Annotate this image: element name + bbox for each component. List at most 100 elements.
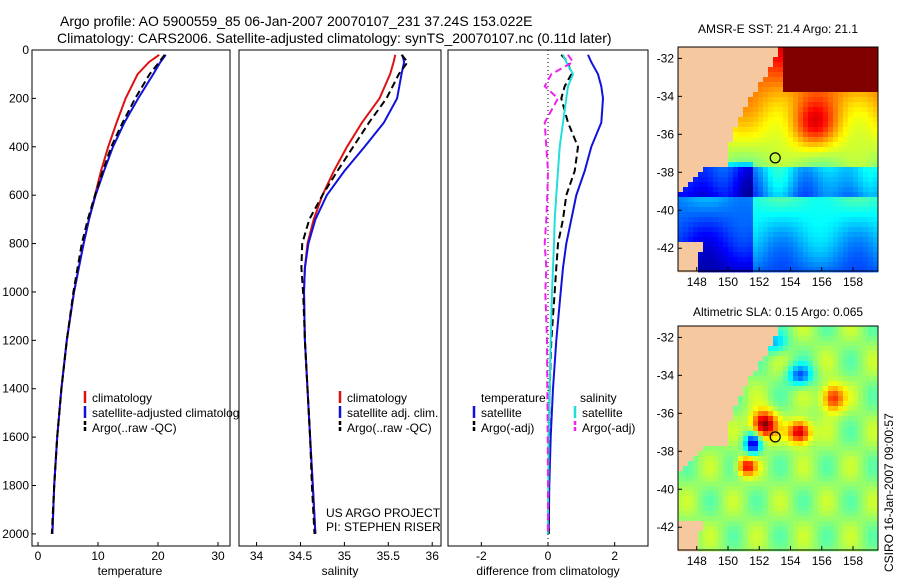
map-cell [753, 262, 759, 268]
map-cell [738, 336, 744, 342]
map-cell [823, 466, 829, 472]
map-cell [718, 366, 724, 372]
map-cell [693, 217, 699, 223]
map-cell [873, 77, 879, 83]
map-cell [813, 172, 819, 178]
map-cell [778, 147, 784, 153]
map-cell [773, 446, 779, 452]
map-cell [743, 257, 749, 263]
map-cell [768, 486, 774, 492]
map-cell [848, 72, 854, 78]
map-cell [708, 77, 714, 83]
map-cell [763, 396, 769, 402]
map-cell [773, 431, 779, 437]
map-cell [758, 486, 764, 492]
map-cell [798, 436, 804, 442]
map-cell [863, 47, 869, 53]
map-cell [793, 511, 799, 517]
map-cell [823, 117, 829, 123]
map-cell [793, 516, 799, 522]
map-cell [788, 257, 794, 263]
map-cell [728, 137, 734, 143]
map-cell [698, 441, 704, 447]
map-cell [808, 381, 814, 387]
map-cell [833, 82, 839, 88]
map-cell [753, 396, 759, 402]
map-cell [823, 257, 829, 263]
temperature-legend-entry: satellite-adjusted climatology [92, 406, 245, 420]
map-cell [708, 411, 714, 417]
map-cell [723, 456, 729, 462]
map-cell [693, 491, 699, 497]
map-cell [728, 431, 734, 437]
map-cell [818, 212, 824, 218]
map-cell [728, 336, 734, 342]
map-cell [873, 242, 879, 248]
map-cell [873, 172, 879, 178]
map-cell [868, 207, 874, 213]
map-cell [863, 511, 869, 517]
map-cell [733, 257, 739, 263]
map-cell [723, 47, 729, 53]
map-cell [838, 371, 844, 377]
map-cell [823, 396, 829, 402]
map-cell [828, 112, 834, 118]
map-cell [693, 466, 699, 472]
map-cell [798, 142, 804, 148]
map-cell [808, 182, 814, 188]
map-cell [748, 361, 754, 367]
map-cell [843, 336, 849, 342]
map-cell [743, 247, 749, 253]
map-cell [813, 421, 819, 427]
map-cell [778, 117, 784, 123]
map-cell [678, 142, 684, 148]
map-cell [758, 521, 764, 527]
map-cell [783, 182, 789, 188]
map-cell [808, 516, 814, 522]
map-cell [803, 187, 809, 193]
map-cell [798, 92, 804, 98]
map-cell [798, 62, 804, 68]
map-cell [718, 242, 724, 248]
map-cell [858, 386, 864, 392]
map-cell [803, 446, 809, 452]
map-cell [858, 92, 864, 98]
map-cell [708, 197, 714, 203]
map-cell [853, 227, 859, 233]
map-cell [703, 336, 709, 342]
map-cell [863, 97, 869, 103]
map-cell [853, 376, 859, 382]
map-cell [708, 162, 714, 168]
map-cell [823, 401, 829, 407]
map-cell [853, 366, 859, 372]
map-cell [683, 341, 689, 347]
map-cell [708, 436, 714, 442]
map-cell [808, 192, 814, 198]
map-cell [778, 476, 784, 482]
map-cell [828, 386, 834, 392]
map-cell [848, 431, 854, 437]
map-cell [713, 491, 719, 497]
map-cell [683, 436, 689, 442]
map-cell [738, 77, 744, 83]
map-cell [818, 197, 824, 203]
map-cell [813, 531, 819, 537]
map-cell [703, 177, 709, 183]
map-cell [753, 416, 759, 422]
map-cell [748, 531, 754, 537]
map-cell [718, 212, 724, 218]
map-cell [703, 97, 709, 103]
depth-tick-label: 200 [9, 91, 29, 105]
map-cell [843, 511, 849, 517]
map-cell [853, 531, 859, 537]
map-cell [778, 192, 784, 198]
map-cell [868, 77, 874, 83]
map-cell [793, 182, 799, 188]
map-cell [748, 501, 754, 507]
map-cell [733, 541, 739, 547]
map-cell [823, 416, 829, 422]
map-cell [848, 142, 854, 148]
map-cell [748, 491, 754, 497]
map-cell [698, 436, 704, 442]
map-cell [873, 217, 879, 223]
